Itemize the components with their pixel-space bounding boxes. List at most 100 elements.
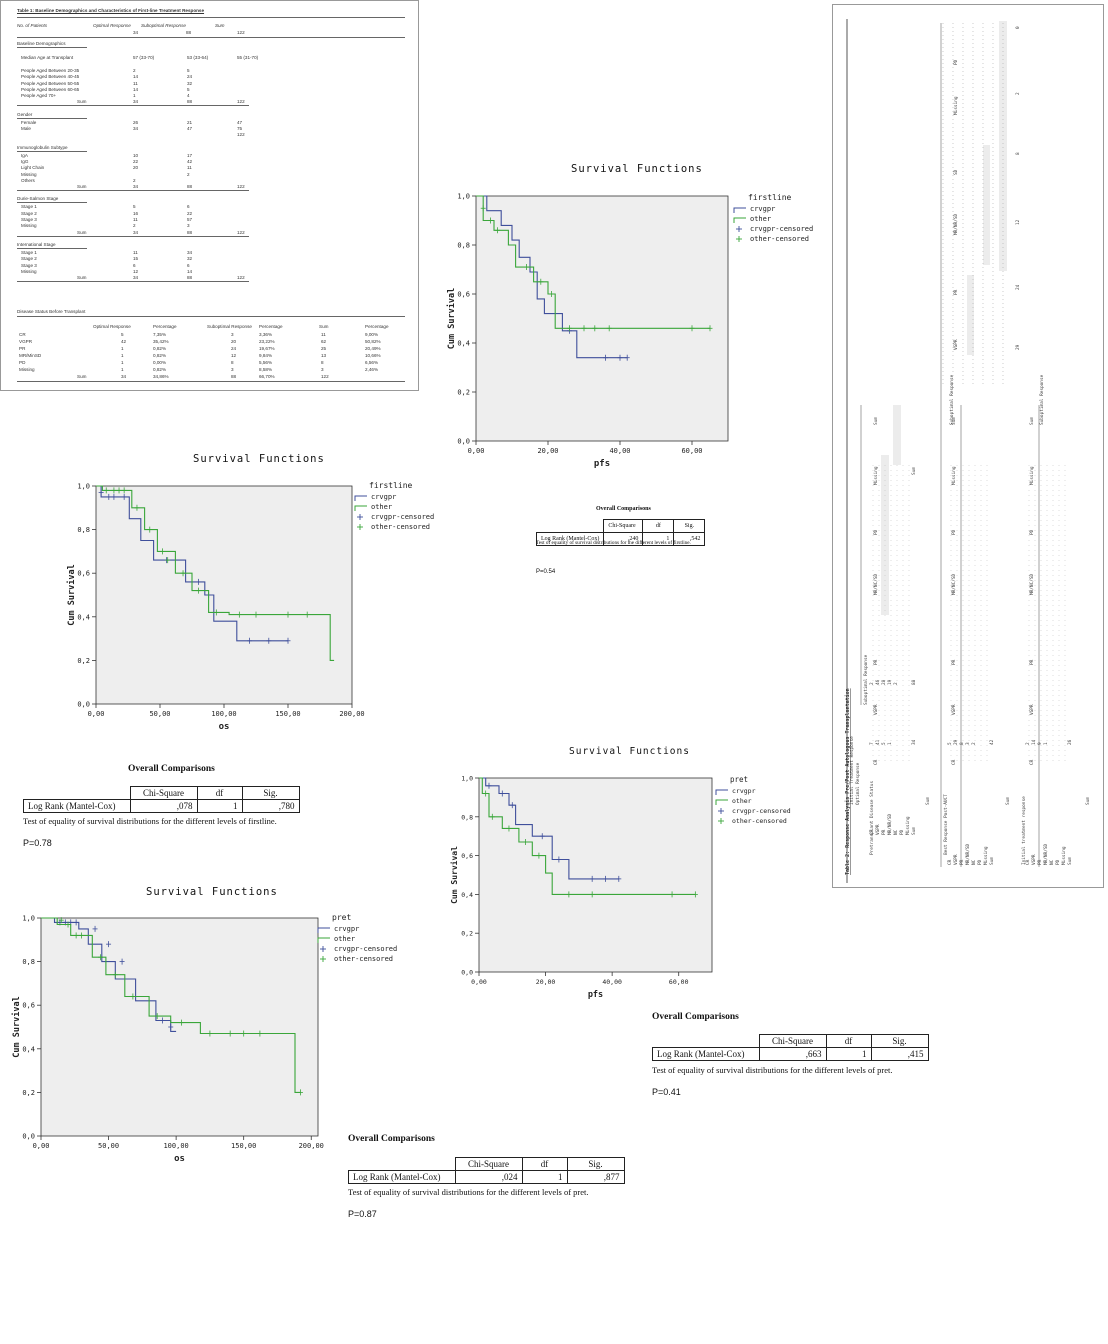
doc-row-c1: 5 <box>133 204 136 210</box>
doc-status-cell: 3 <box>321 367 324 372</box>
legend-title: firstline <box>369 481 413 490</box>
th-sig: Sig. <box>870 1034 929 1048</box>
plot-area <box>478 777 713 973</box>
doc-row: Median Age at Transplant 57 (33-70) 53 (33… <box>1 55 418 62</box>
doc-status-col-header: Sum <box>319 324 329 329</box>
doc-status-cell: 34,86% <box>153 374 169 379</box>
comparison-table-os-firstline: Chi-Square df Sig. Log Rank (Mantel-Cox) ,0… <box>23 786 300 813</box>
doc-row-c1: 34 <box>133 275 139 281</box>
doc-row-c1: 11 <box>133 217 138 222</box>
doc-row: Sum 34 88 122 <box>1 229 418 237</box>
plot-area <box>95 485 353 705</box>
doc-row: People Aged 70+ 1 4 <box>1 93 418 100</box>
row-label: Log Rank (Mantel-Cox) <box>348 1170 456 1184</box>
doc-section-title: Baseline Demographics <box>17 41 66 46</box>
doc-row-c1: 15 <box>133 256 139 262</box>
p-value-pfs-pret: P=0.41 <box>652 1087 681 1097</box>
doc-status-label: Missing <box>19 367 35 372</box>
y-tick-label: 1,0 <box>77 483 90 491</box>
doc2-col-header: PD <box>1029 529 1035 535</box>
doc2-col-header: PR <box>951 659 957 665</box>
table-note-os-firstline: Test of equality of survival distributio… <box>23 816 277 826</box>
doc-row-c1: 20 <box>133 165 139 171</box>
doc2-row-label: PR <box>881 829 887 835</box>
doc-header-c2: Suboptimal Response <box>141 23 186 28</box>
doc-row-c1: 11 <box>133 80 138 86</box>
comparison-table-pfs-firstline: Chi-Square df Sig. Log Rank (Mantel-Cox) ,2… <box>535 519 706 546</box>
doc-row-label: People Aged Between 60-65 <box>21 86 80 92</box>
doc2-cell: 41 <box>875 739 881 745</box>
val-df: 1 <box>825 1047 872 1061</box>
doc-status-cell: 8,58% <box>259 367 273 372</box>
doc-row-c1: 34 <box>133 229 139 235</box>
legend-line-crvgpr <box>354 495 367 501</box>
x-tick-label: 60,00 <box>681 447 702 455</box>
doc-status-cell: 9,00% <box>365 332 379 337</box>
doc-status-cell: 10,66% <box>365 353 381 358</box>
doc-status-cell: 66,70% <box>259 374 275 379</box>
table-note-pfs-firstline: Test of equality of survival distributio… <box>536 540 691 546</box>
doc-row-c1: 10 <box>133 152 139 158</box>
doc2-col-header: PR <box>953 289 959 295</box>
row-label: Log Rank (Mantel-Cox) <box>23 799 131 813</box>
doc-status-cell: 42 <box>121 339 127 344</box>
val-chi: ,240 <box>603 532 644 546</box>
doc2-row-label: PD <box>899 829 905 835</box>
doc-status-cell: 12 <box>231 353 237 358</box>
val-chi: ,078 <box>129 799 198 813</box>
doc-status-cell: 13 <box>321 353 327 358</box>
doc-status-label: Sum <box>77 374 87 379</box>
doc-row-c2: 34 <box>187 249 193 255</box>
doc2-row-label: MR/NR/SD <box>887 813 893 835</box>
doc-row-c1: 26 <box>133 119 139 125</box>
doc2-row-label: Missing <box>905 816 911 835</box>
doc-row: People Aged Between 60-65 14 5 <box>1 86 418 94</box>
plot-area <box>40 917 319 1137</box>
plot-area <box>475 195 729 442</box>
val-df: 1 <box>196 799 243 813</box>
doc-row-label: IgG <box>21 158 29 164</box>
x-tick-label: 100,00 <box>163 1142 188 1150</box>
doc2-cell: 24 <box>1015 284 1021 290</box>
doc2-col-header: CR <box>873 759 879 765</box>
doc-section: Gender <box>1 112 418 119</box>
doc-status-cell: 1 <box>121 353 124 358</box>
doc-row-label: Male <box>21 126 31 131</box>
y-tick-label: 0,2 <box>22 1089 35 1097</box>
doc-row-c2: 88 <box>187 184 193 190</box>
x-tick-label: 150,00 <box>231 1142 256 1150</box>
legend-label-crvgpr-censored: crvgpr-censored <box>750 225 813 233</box>
y-tick-label: 0,2 <box>461 930 473 938</box>
th-chi: Chi-Square <box>758 1034 827 1048</box>
legend-title: pret <box>332 913 351 922</box>
doc-row-label: Stage 3 <box>21 217 37 222</box>
doc2-cell: 88 <box>911 679 917 685</box>
doc2-sum-label: Sum <box>1005 797 1011 805</box>
legend-line-other <box>317 937 330 943</box>
doc-divider <box>17 247 87 249</box>
doc-row: 122 <box>1 132 418 139</box>
th-df: df <box>642 519 675 533</box>
doc-status-cell: 8 <box>231 360 234 365</box>
doc-row-c2: 57 <box>187 217 193 222</box>
doc2-block-label: Optimal Response <box>855 762 861 805</box>
doc-row-c2: 32 <box>187 80 193 86</box>
y-tick-label: 0,0 <box>457 438 470 446</box>
doc-row-c1: 34 <box>133 184 139 190</box>
doc-row: People Aged Between 40-45 14 24 <box>1 74 418 81</box>
y-axis-label: Cum Survival <box>449 846 459 904</box>
doc-row-c3: 122 <box>237 99 245 105</box>
doc2-row-label: Missing <box>983 846 989 865</box>
doc2-col-header: MR/NC/SD <box>1029 573 1035 595</box>
doc-status-row: MR/MinSD 1 0,82% 12 9,84% 13 10,66% <box>1 353 418 360</box>
doc2-sum-label: Sum <box>925 797 931 805</box>
legend-label-crvgpr: crvgpr <box>334 925 359 933</box>
doc2-col-header: Missing <box>873 466 879 485</box>
x-tick-label: 0,00 <box>33 1142 50 1150</box>
val-sig: ,542 <box>673 532 706 546</box>
doc-row-c1: 34 <box>133 99 139 105</box>
doc2-cell: 8 <box>959 742 965 745</box>
x-axis-label: os <box>219 722 230 732</box>
doc2-cell: 1 <box>887 742 893 745</box>
doc2-row-label: NC <box>1049 859 1055 865</box>
